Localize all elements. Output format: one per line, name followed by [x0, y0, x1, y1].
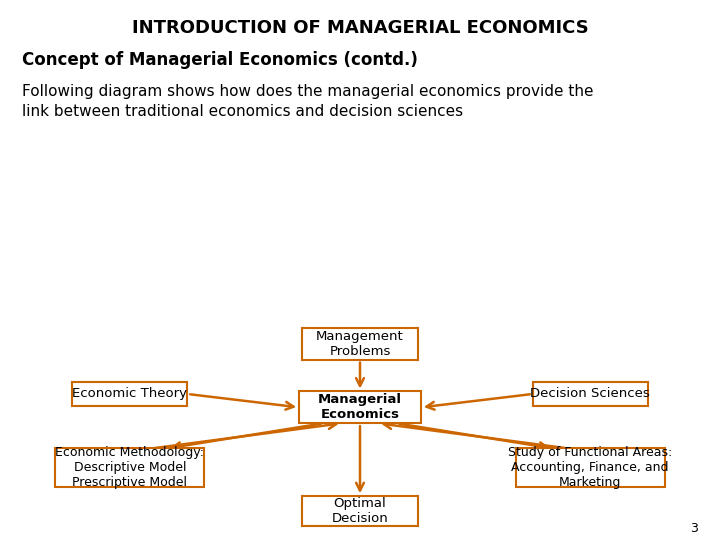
- FancyBboxPatch shape: [55, 448, 204, 487]
- Text: Economic Theory: Economic Theory: [73, 388, 187, 401]
- FancyBboxPatch shape: [302, 496, 418, 526]
- FancyBboxPatch shape: [72, 382, 187, 406]
- Text: Management
Problems: Management Problems: [316, 330, 404, 358]
- FancyBboxPatch shape: [302, 328, 418, 360]
- Text: Decision Sciences: Decision Sciences: [530, 388, 650, 401]
- Text: Following diagram shows how does the managerial economics provide the
link betwe: Following diagram shows how does the man…: [22, 84, 593, 118]
- Text: Economic Methodology:
Descriptive Model
Prescriptive Model: Economic Methodology: Descriptive Model …: [55, 446, 204, 489]
- Text: Optimal
Decision: Optimal Decision: [332, 497, 388, 525]
- Text: 3: 3: [690, 522, 698, 535]
- FancyBboxPatch shape: [533, 382, 648, 406]
- FancyBboxPatch shape: [299, 392, 421, 423]
- Text: Concept of Managerial Economics (contd.): Concept of Managerial Economics (contd.): [22, 51, 418, 69]
- Text: Study of Functional Areas:
Accounting, Finance, and
Marketing: Study of Functional Areas: Accounting, F…: [508, 446, 672, 489]
- FancyBboxPatch shape: [516, 448, 665, 487]
- Text: Managerial
Economics: Managerial Economics: [318, 393, 402, 421]
- Text: INTRODUCTION OF MANAGERIAL ECONOMICS: INTRODUCTION OF MANAGERIAL ECONOMICS: [132, 19, 588, 37]
